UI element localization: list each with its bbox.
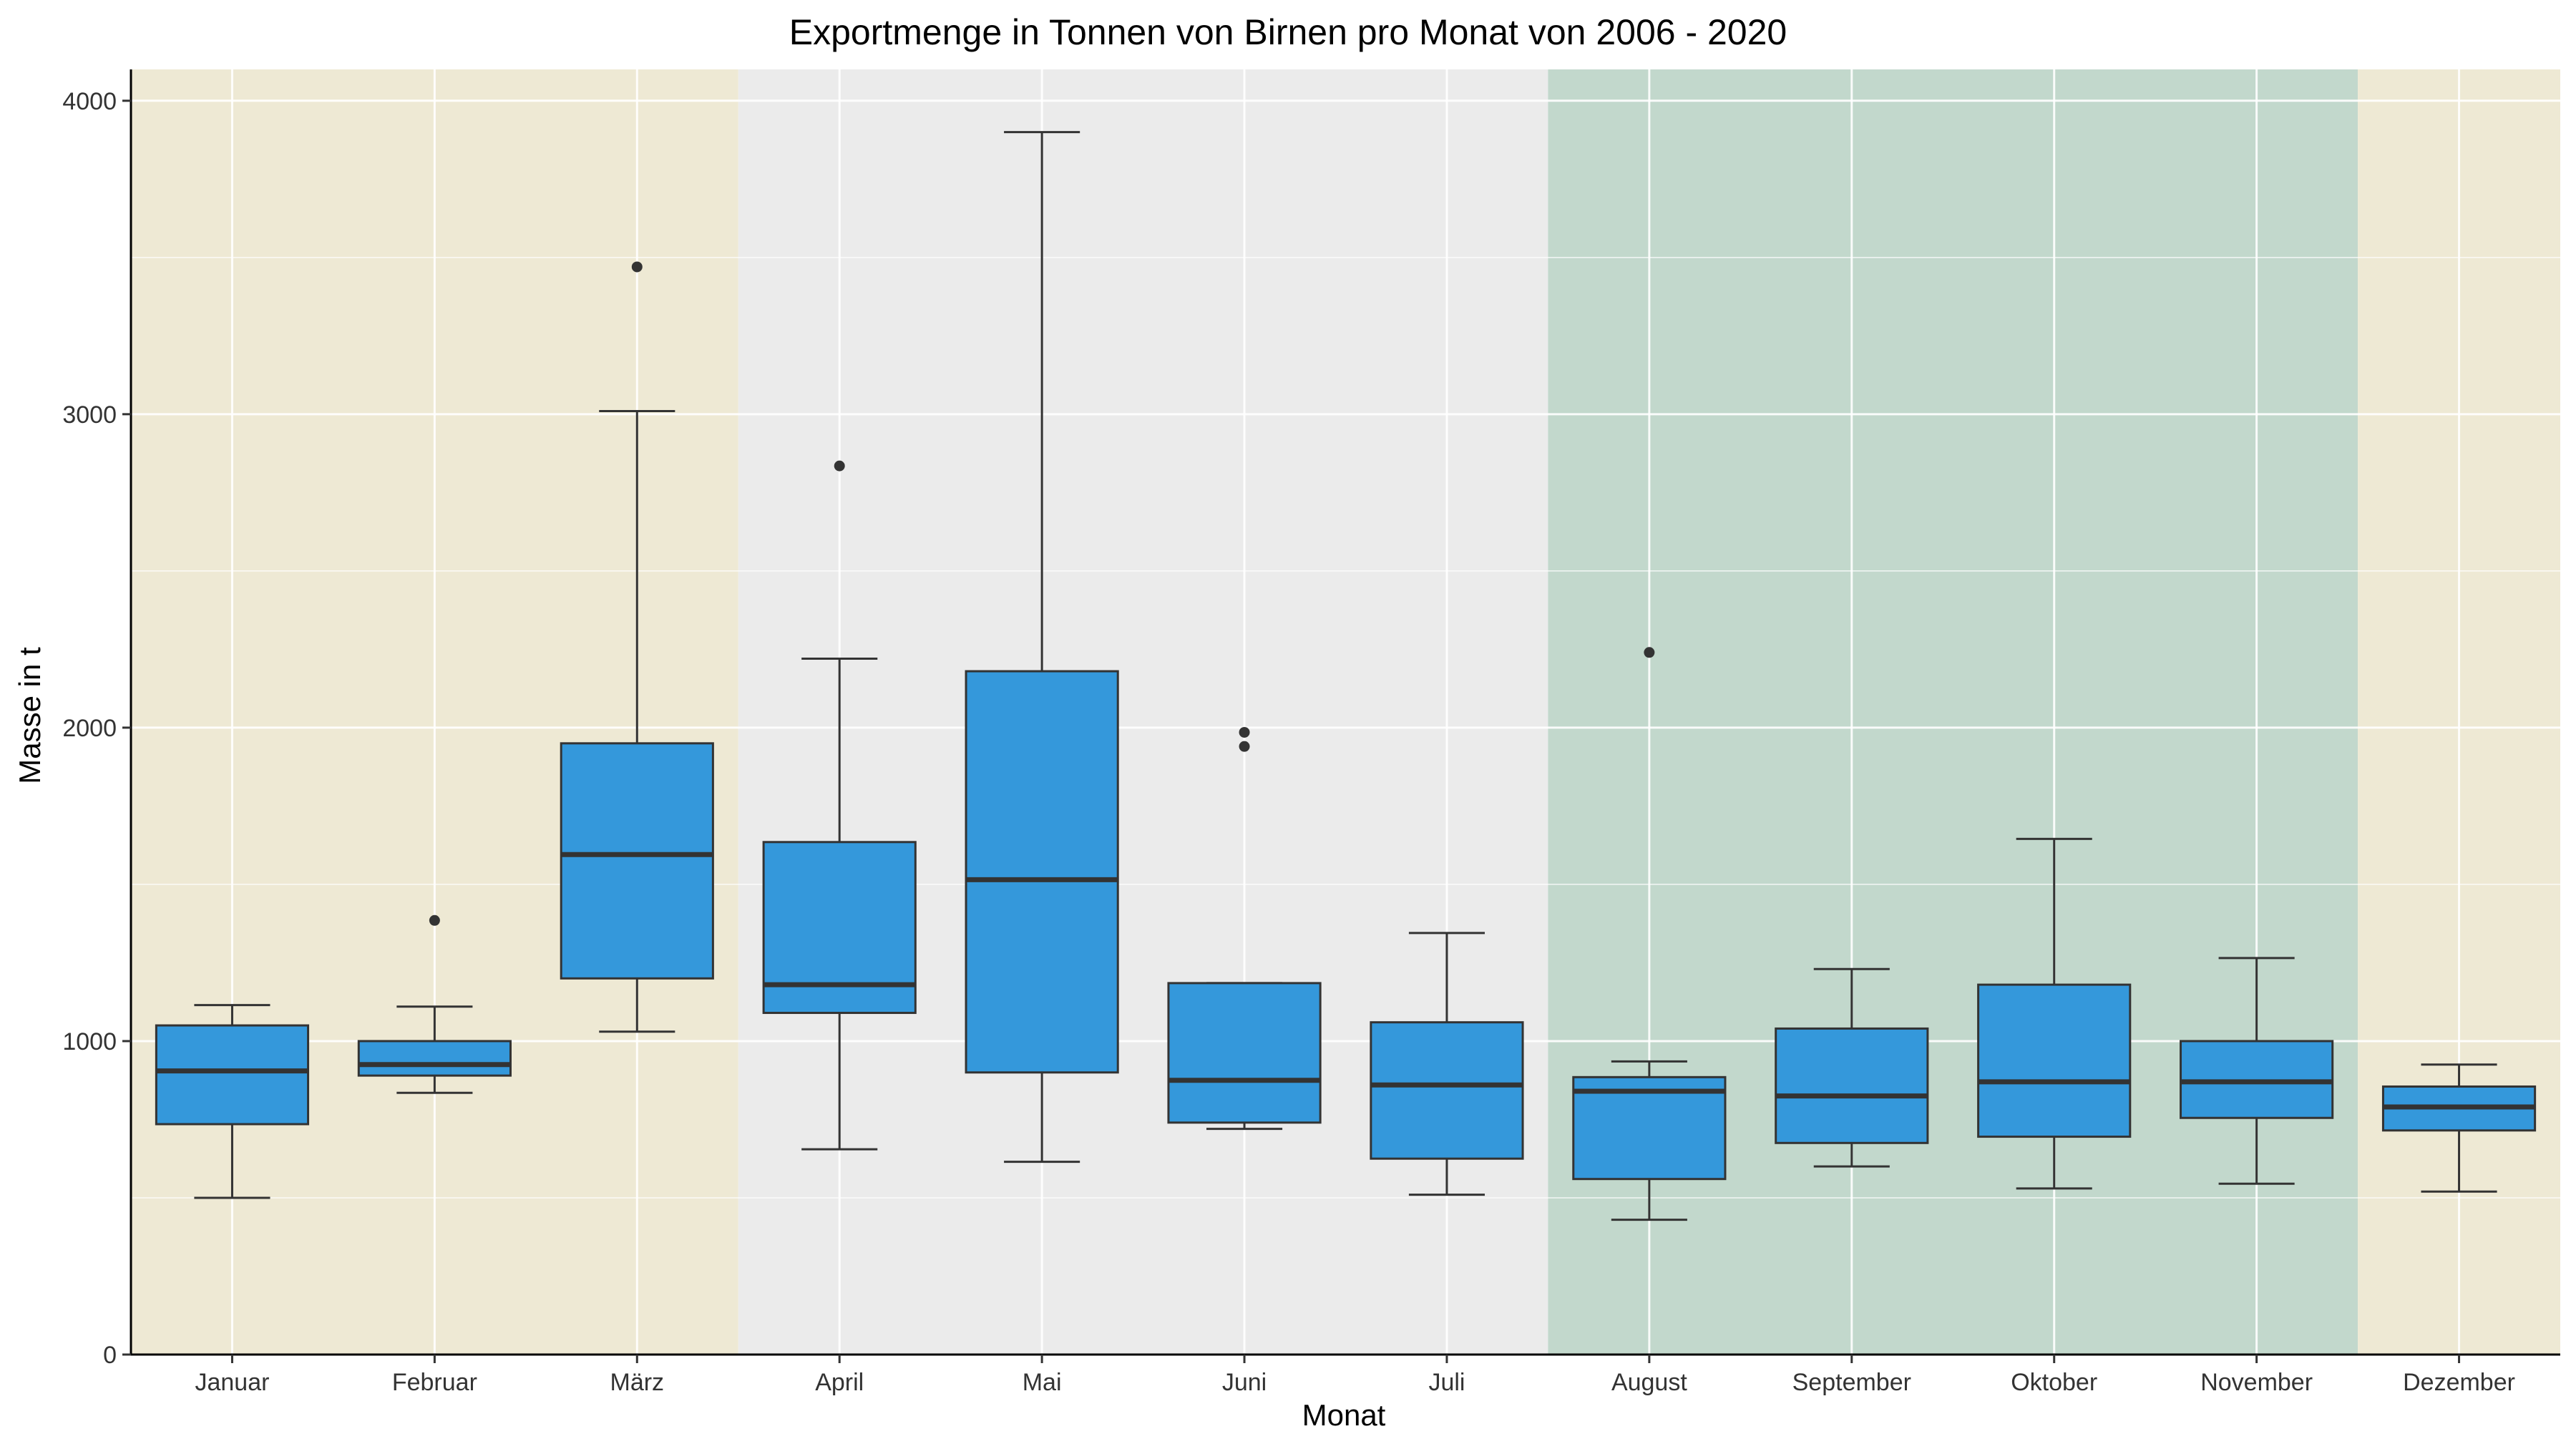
outlier-point xyxy=(1644,647,1655,658)
box-September xyxy=(1775,967,1929,1168)
season-band-1 xyxy=(738,69,1548,1355)
box-März xyxy=(560,261,714,1033)
x-tick-label: Mai xyxy=(1023,1369,1062,1396)
box-Februar xyxy=(357,914,512,1094)
box-April xyxy=(762,460,917,1151)
axes-layer xyxy=(130,69,2560,1356)
box-iqr xyxy=(1370,1021,1524,1160)
outlier-point xyxy=(631,261,643,273)
x-tick-label: Oktober xyxy=(2011,1369,2097,1396)
y-tick-label: 2000 xyxy=(62,715,117,742)
box-November xyxy=(2180,957,2334,1185)
y-tick-label: 1000 xyxy=(62,1028,117,1055)
box-Juni xyxy=(1167,726,1322,1131)
x-tick-label: September xyxy=(1792,1369,1911,1396)
outlier-point xyxy=(834,460,845,472)
box-iqr xyxy=(155,1024,310,1126)
box-iqr xyxy=(1572,1075,1727,1181)
box-August xyxy=(1572,647,1727,1221)
x-tick-label: November xyxy=(2200,1369,2313,1396)
outlier-point xyxy=(429,914,440,926)
ticks-layer: 0 1000 2000 3000 4000 Januar Februar März April M… xyxy=(62,88,2515,1396)
x-tick-label: Februar xyxy=(392,1369,477,1396)
box-iqr xyxy=(1167,982,1322,1124)
chart-title: Exportmenge in Tonnen von Birnen pro Mon… xyxy=(789,12,1787,52)
box-iqr xyxy=(965,670,1119,1074)
box-Januar xyxy=(155,1004,310,1199)
box-Oktober xyxy=(1977,837,2132,1190)
y-tick-label: 3000 xyxy=(62,401,117,429)
box-Juli xyxy=(1370,932,1524,1196)
outlier-point xyxy=(1239,726,1250,738)
y-tick-label: 4000 xyxy=(62,88,117,115)
x-tick-label: Januar xyxy=(195,1369,269,1396)
x-axis-title: Monat xyxy=(1302,1398,1386,1432)
y-tick-label: 0 xyxy=(103,1342,117,1369)
box-iqr xyxy=(560,742,714,980)
outlier-point xyxy=(1239,741,1250,752)
x-tick-label: März xyxy=(610,1369,665,1396)
y-axis-title: Masse in t xyxy=(13,647,47,784)
box-Dezember xyxy=(2381,1063,2537,1193)
box-iqr xyxy=(1977,983,2132,1138)
x-tick-label: Dezember xyxy=(2403,1369,2515,1396)
box-iqr xyxy=(1775,1027,1929,1144)
box-iqr xyxy=(762,841,917,1015)
x-tick-label: April xyxy=(815,1369,864,1396)
box-Mai xyxy=(965,131,1119,1163)
x-tick-label: Juni xyxy=(1222,1369,1267,1396)
x-tick-label: Juli xyxy=(1428,1369,1465,1396)
box-iqr xyxy=(357,1040,512,1077)
boxes-layer xyxy=(155,131,2537,1221)
x-tick-label: August xyxy=(1611,1369,1687,1396)
season-background-layer xyxy=(131,69,2560,1355)
